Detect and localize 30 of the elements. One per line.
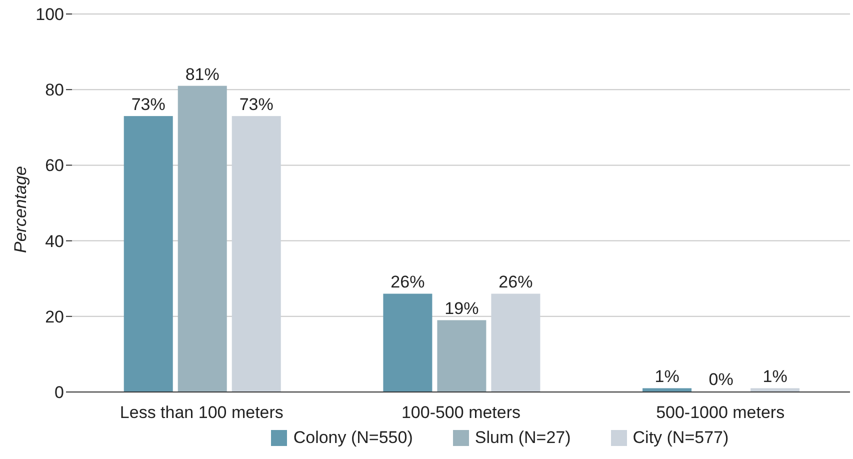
y-tick-label: 40 [45,232,64,251]
bar [437,320,486,392]
data-label: 26% [390,272,425,292]
legend-label: Slum (N=27) [474,428,571,448]
legend-label: Colony (N=550) [292,428,413,448]
data-label: 73% [239,95,274,114]
bar [642,388,692,392]
bar [383,294,432,392]
data-label: 1% [654,367,680,386]
y-axis-title: Percentage [11,166,30,253]
y-tick-label: 0 [54,383,64,402]
bar [750,388,800,392]
data-label: 1% [762,367,788,386]
bar [232,116,281,392]
data-label: 81% [185,64,220,84]
x-tick-label: 100-500 meters [401,403,521,422]
y-tick-label: 20 [45,307,64,326]
x-tick-label: 500-1000 meters [656,403,785,422]
bar [124,116,173,392]
x-tick-label: Less than 100 meters [120,403,284,422]
data-label: 0% [708,370,734,389]
y-tick-label: 100 [36,5,64,24]
y-tick-label: 60 [45,156,64,176]
y-tick-label: 80 [45,80,64,100]
data-label: 26% [498,272,533,292]
legend-label: City (N=577) [632,428,729,448]
data-label: 73% [131,95,166,114]
data-label: 19% [444,299,479,318]
bar [491,294,540,392]
bar [178,86,227,392]
